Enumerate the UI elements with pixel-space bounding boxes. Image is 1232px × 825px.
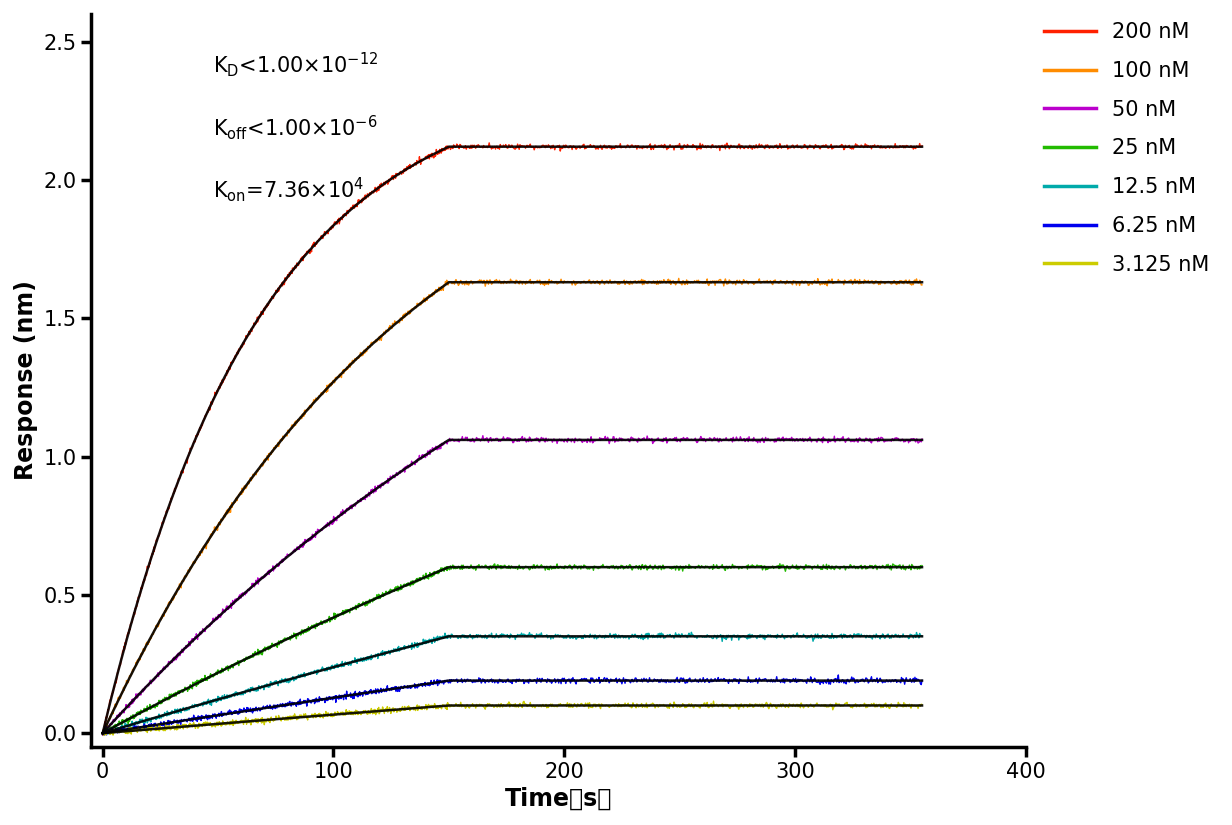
Text: K$_\mathregular{on}$=7.36×10$^{4}$: K$_\mathregular{on}$=7.36×10$^{4}$	[213, 175, 363, 204]
Text: K$_\mathregular{off}$<1.00×10$^{-6}$: K$_\mathregular{off}$<1.00×10$^{-6}$	[213, 113, 377, 142]
X-axis label: Time（s）: Time（s）	[505, 787, 612, 811]
Legend: 200 nM, 100 nM, 50 nM, 25 nM, 12.5 nM, 6.25 nM, 3.125 nM: 200 nM, 100 nM, 50 nM, 25 nM, 12.5 nM, 6…	[1035, 14, 1218, 283]
Text: K$_\mathregular{D}$<1.00×10$^{-12}$: K$_\mathregular{D}$<1.00×10$^{-12}$	[213, 50, 378, 79]
Y-axis label: Response (nm): Response (nm)	[14, 280, 38, 480]
